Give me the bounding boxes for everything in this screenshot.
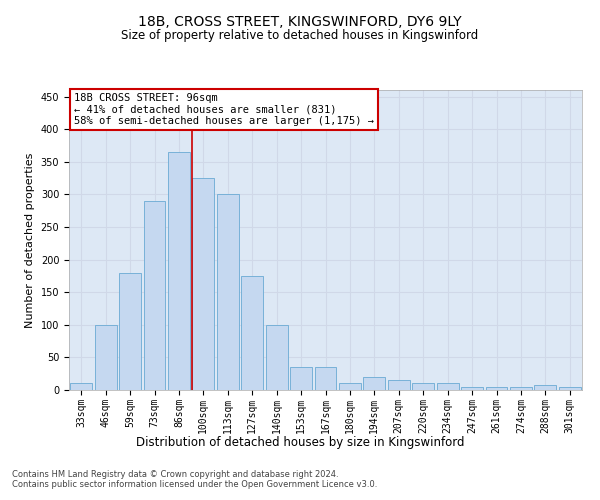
Bar [143,201,166,390]
Text: Contains HM Land Registry data © Crown copyright and database right 2024.
Contai: Contains HM Land Registry data © Crown c… [12,470,377,490]
Bar [290,367,312,390]
Y-axis label: Number of detached properties: Number of detached properties [25,152,35,328]
Bar [485,386,508,390]
Bar [461,386,483,390]
Bar [193,178,214,390]
Bar [70,384,92,390]
Bar [241,276,263,390]
Bar [412,384,434,390]
Text: 18B, CROSS STREET, KINGSWINFORD, DY6 9LY: 18B, CROSS STREET, KINGSWINFORD, DY6 9LY [138,16,462,30]
Bar [119,272,141,390]
Bar [535,386,556,390]
Bar [339,384,361,390]
Bar [95,325,116,390]
Bar [388,380,410,390]
Text: Distribution of detached houses by size in Kingswinford: Distribution of detached houses by size … [136,436,464,449]
Bar [266,325,287,390]
Text: 18B CROSS STREET: 96sqm
← 41% of detached houses are smaller (831)
58% of semi-d: 18B CROSS STREET: 96sqm ← 41% of detache… [74,93,374,126]
Bar [437,384,458,390]
Text: Size of property relative to detached houses in Kingswinford: Size of property relative to detached ho… [121,28,479,42]
Bar [559,386,581,390]
Bar [168,152,190,390]
Bar [510,386,532,390]
Bar [217,194,239,390]
Bar [314,367,337,390]
Bar [364,377,385,390]
